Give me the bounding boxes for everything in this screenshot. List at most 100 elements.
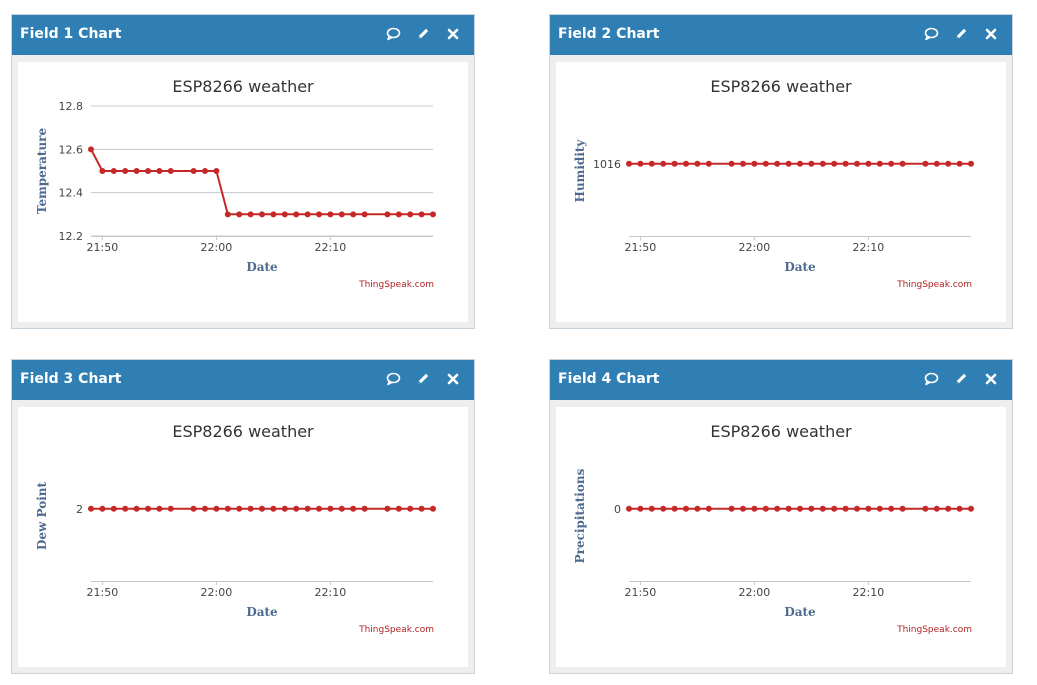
data-point — [648, 160, 655, 167]
x-axis-label: Date — [784, 605, 816, 619]
data-point — [819, 160, 826, 167]
data-point — [430, 505, 436, 512]
data-point — [888, 505, 895, 512]
data-point — [361, 211, 368, 218]
data-point — [281, 505, 288, 512]
data-point — [728, 505, 735, 512]
y-axis-label: Precipitations — [573, 468, 587, 563]
data-point — [110, 505, 117, 512]
data-point — [327, 505, 334, 512]
panel-tools — [922, 360, 1000, 398]
data-point — [899, 160, 906, 167]
data-point — [133, 168, 140, 174]
y-tick-label: 12.2 — [59, 230, 84, 243]
data-point — [740, 160, 746, 167]
data-point — [133, 505, 140, 512]
data-point — [418, 211, 425, 218]
pencil-icon[interactable] — [414, 370, 432, 388]
x-tick-label: 21:50 — [625, 241, 657, 254]
x-tick-label: 22:00 — [739, 241, 771, 254]
data-point — [236, 505, 243, 512]
data-point — [156, 168, 163, 174]
x-tick-label: 22:10 — [853, 241, 885, 254]
data-point — [751, 505, 758, 512]
data-point — [213, 505, 220, 512]
data-point — [683, 505, 689, 512]
data-point — [293, 211, 300, 218]
field-2-panel: Field 2 Chart ESP8266 weather 1016 21:50 22… — [549, 14, 1013, 329]
data-point — [808, 160, 815, 167]
data-point — [671, 160, 678, 167]
data-point — [626, 160, 632, 167]
data-point — [202, 505, 208, 512]
panel-title: Field 2 Chart — [558, 26, 660, 42]
data-point — [774, 505, 781, 512]
data-point — [156, 505, 163, 512]
panel-tools — [922, 15, 1000, 53]
data-point — [774, 160, 781, 167]
close-icon[interactable] — [982, 370, 1000, 388]
data-point — [945, 505, 952, 512]
data-point — [956, 505, 963, 512]
x-tick-label: 22:10 — [315, 586, 347, 599]
credit-label: ThingSpeak.com — [896, 280, 972, 290]
data-point — [202, 168, 208, 174]
field-1-panel: Field 1 Chart ESP8266 weather 12.2 12.4 12.… — [11, 14, 475, 329]
y-axis-label: Dew Point — [35, 482, 49, 551]
data-point — [888, 160, 895, 167]
comment-icon[interactable] — [922, 370, 940, 388]
data-point — [922, 505, 929, 512]
data-point — [637, 505, 644, 512]
data-point — [407, 505, 414, 512]
data-point — [797, 160, 803, 167]
pencil-icon[interactable] — [952, 370, 970, 388]
data-point — [626, 505, 632, 512]
close-icon[interactable] — [444, 25, 462, 43]
data-point — [224, 211, 231, 218]
chart-area: ESP8266 weather 2 21:50 22:00 22:10 Date Dew P… — [18, 407, 468, 667]
data-point — [99, 168, 106, 174]
x-tick-label: 22:10 — [853, 586, 885, 599]
data-point — [316, 505, 322, 512]
pencil-icon[interactable] — [414, 25, 432, 43]
pencil-icon[interactable] — [952, 25, 970, 43]
chart-title: ESP8266 weather — [172, 77, 314, 96]
panel-title: Field 1 Chart — [20, 26, 122, 42]
data-point — [933, 505, 940, 512]
comment-icon[interactable] — [384, 25, 402, 43]
dew-point-chart: ESP8266 weather 2 21:50 22:00 22:10 Date Dew P… — [35, 422, 436, 635]
data-point — [694, 160, 701, 167]
close-icon[interactable] — [982, 25, 1000, 43]
y-axis-label: Temperature — [35, 128, 49, 215]
data-point — [740, 505, 746, 512]
data-point — [167, 168, 174, 174]
data-point — [922, 160, 929, 167]
panel-tools — [384, 15, 462, 53]
x-tick-label: 22:10 — [315, 241, 347, 254]
x-axis-label: Date — [246, 605, 278, 619]
chart-title: ESP8266 weather — [172, 422, 314, 441]
data-point — [167, 505, 174, 512]
data-point — [694, 505, 701, 512]
chart-area: ESP8266 weather 0 21:50 22:00 22:10 Date Preci… — [556, 407, 1006, 667]
data-point — [637, 160, 644, 167]
data-point — [384, 211, 391, 218]
field-3-panel: Field 3 Chart ESP8266 weather 2 21:50 22:00… — [11, 359, 475, 674]
close-icon[interactable] — [444, 370, 462, 388]
panel-tools — [384, 360, 462, 398]
x-tick-label: 21:50 — [625, 586, 657, 599]
humidity-chart: ESP8266 weather 1016 21:50 22:00 22:10 Date Hu… — [573, 77, 974, 290]
comment-icon[interactable] — [922, 25, 940, 43]
data-point — [259, 211, 265, 218]
data-point — [945, 160, 952, 167]
x-tick-label: 22:00 — [739, 586, 771, 599]
data-point — [797, 505, 803, 512]
data-point — [418, 505, 425, 512]
data-point — [956, 160, 963, 167]
data-point — [327, 211, 334, 218]
comment-icon[interactable] — [384, 370, 402, 388]
data-point — [361, 505, 368, 512]
data-point — [350, 211, 357, 218]
data-point — [808, 505, 815, 512]
precipitations-chart: ESP8266 weather 0 21:50 22:00 22:10 Date Preci… — [573, 422, 974, 635]
